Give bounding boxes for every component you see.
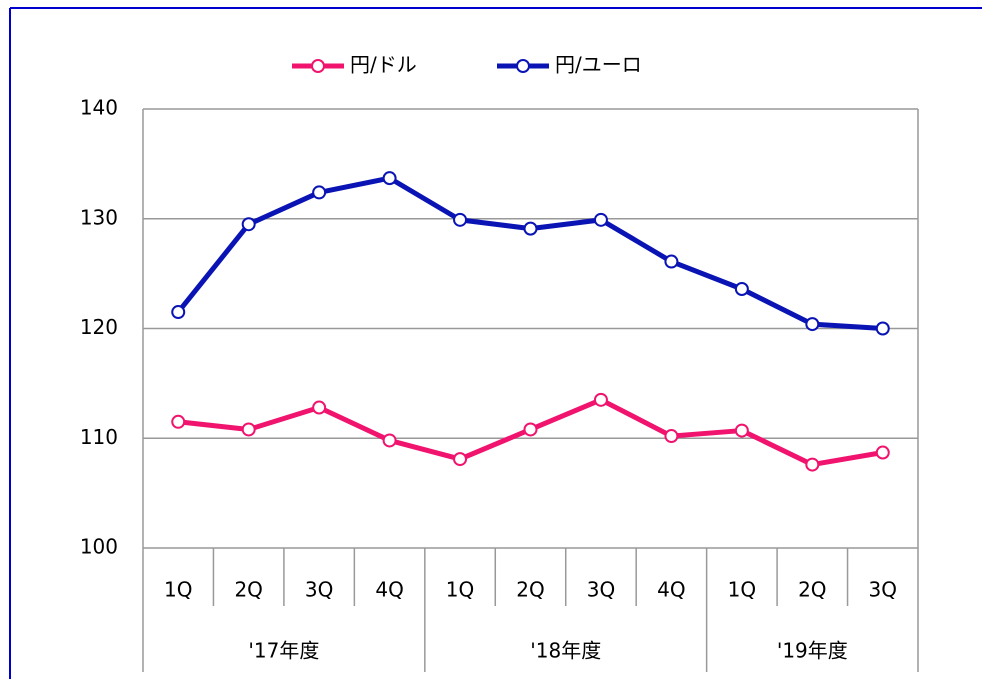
y-tick-label: 140 [80, 96, 118, 120]
data-point [805, 317, 820, 332]
series-line [176, 175, 883, 331]
x-tick-label: 2Q [798, 578, 826, 602]
x-tick-label: 1Q [446, 578, 474, 602]
data-point [664, 429, 679, 444]
data-point [312, 400, 327, 415]
x-tick-label: 1Q [728, 578, 756, 602]
data-point [382, 171, 397, 186]
data-point [805, 457, 820, 472]
x-tick-label: 2Q [234, 578, 262, 602]
x-tick-label: 4Q [375, 578, 403, 602]
data-point [664, 254, 679, 269]
data-point [241, 217, 256, 232]
group-label: '17年度 [248, 639, 319, 663]
data-point [734, 281, 749, 296]
data-point [171, 305, 186, 320]
x-tick-label: 2Q [516, 578, 544, 602]
x-tick-label: 3Q [305, 578, 333, 602]
y-tick-label: 130 [80, 205, 118, 229]
y-tick-label: 110 [80, 425, 118, 449]
data-point [523, 221, 538, 236]
data-point [734, 423, 749, 438]
legend-marker [516, 59, 530, 73]
legend-label: 円/ユーロ [555, 53, 642, 77]
group-label: '18年度 [530, 639, 601, 663]
data-point [382, 433, 397, 448]
x-tick-label: 3Q [587, 578, 615, 602]
data-point [875, 445, 890, 460]
data-point [312, 185, 327, 200]
y-tick-label: 120 [80, 315, 118, 339]
group-label: '19年度 [777, 639, 848, 663]
data-point [875, 321, 890, 336]
data-point [593, 212, 608, 227]
data-point [453, 452, 468, 467]
data-point [453, 212, 468, 227]
x-tick-label: 3Q [869, 578, 897, 602]
data-point [171, 414, 186, 429]
data-point [593, 392, 608, 407]
data-point [241, 422, 256, 437]
legend-label: 円/ドル [350, 53, 417, 77]
y-tick-label: 100 [80, 535, 118, 559]
x-tick-label: 1Q [164, 578, 192, 602]
data-point [523, 422, 538, 437]
legend-marker [311, 59, 325, 73]
x-tick-label: 4Q [657, 578, 685, 602]
